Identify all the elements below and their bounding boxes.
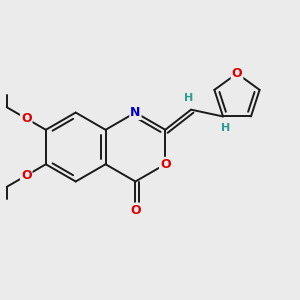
Text: O: O [21,112,32,125]
Text: N: N [130,106,141,119]
Text: H: H [184,93,193,103]
Text: O: O [130,203,141,217]
Text: H: H [221,123,230,133]
Text: O: O [21,169,32,182]
Text: O: O [160,158,171,171]
Text: O: O [232,67,242,80]
